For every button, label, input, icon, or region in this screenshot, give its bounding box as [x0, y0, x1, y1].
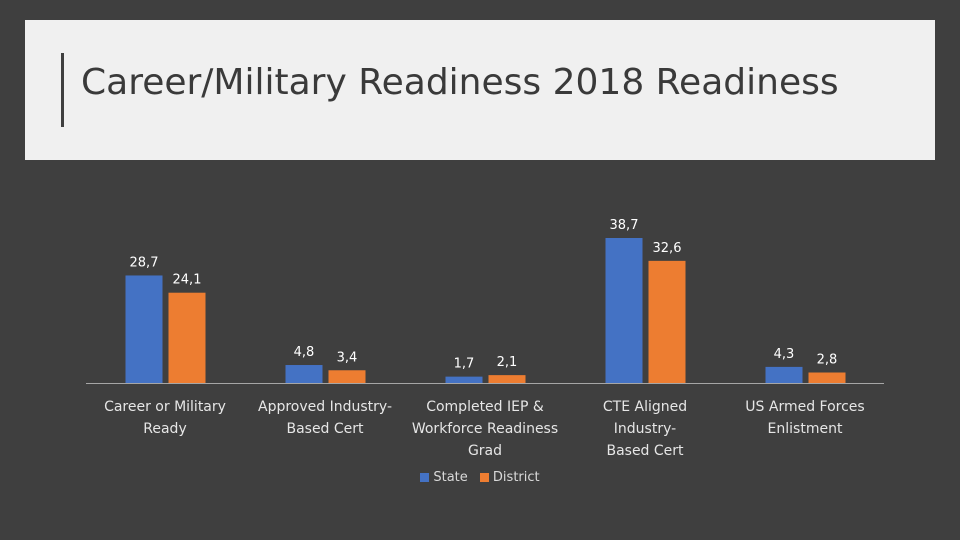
title-panel: Career/Military Readiness 2018 Readiness [25, 20, 935, 160]
category-label-1: Approved Industry- Based Cert [250, 396, 400, 440]
category-label-line: Based Cert [286, 421, 364, 437]
bar-district-0 [168, 292, 206, 383]
bar-state-3 [605, 238, 643, 383]
data-label-district-2: 2,1 [497, 355, 518, 370]
category-label-line: Approved Industry- [258, 399, 392, 415]
bar-state-1 [285, 365, 323, 383]
data-label-state-4: 4,3 [774, 347, 795, 362]
bar-state-0 [125, 275, 163, 383]
bar-state-4 [765, 366, 803, 383]
bar-district-3 [648, 260, 686, 383]
bar-district-4 [808, 372, 846, 383]
category-label-line: CTE Aligned Industry- [602, 399, 688, 437]
data-label-district-3: 32,6 [653, 241, 682, 256]
category-label-3: CTE Aligned Industry- Based Cert [570, 396, 720, 462]
data-label-district-4: 2,8 [817, 353, 838, 368]
title-accent-bar [61, 53, 64, 127]
legend-swatch-district [479, 473, 489, 482]
data-label-district-1: 3,4 [337, 350, 358, 365]
category-label-2: Completed IEP & Workforce Readiness Grad [410, 396, 560, 462]
legend-swatch-state [420, 473, 430, 482]
bar-state-2 [445, 376, 483, 383]
category-label-line: Based Cert [606, 443, 684, 459]
category-label-line: Grad [467, 443, 503, 459]
category-label-line: Workforce Readiness [411, 421, 559, 437]
category-label-line: Career or Military [104, 399, 226, 415]
slide-title: Career/Military Readiness 2018 Readiness [81, 62, 839, 103]
data-label-district-0: 24,1 [173, 273, 202, 288]
data-label-state-2: 1,7 [454, 357, 475, 372]
data-label-state-3: 38,7 [610, 218, 639, 233]
legend-item-district: District [479, 470, 540, 485]
data-label-state-0: 28,7 [130, 255, 159, 270]
legend-label-district: District [492, 470, 540, 485]
legend-item-state: State [420, 470, 468, 485]
category-label-line: US Armed Forces [745, 399, 865, 415]
category-label-4: US Armed Forces Enlistment [730, 396, 880, 440]
bar-district-2 [488, 375, 526, 383]
data-label-state-1: 4,8 [294, 345, 315, 360]
chart-legend: State District [0, 470, 960, 485]
legend-label-state: State [433, 470, 468, 485]
category-label-line: Ready [143, 421, 187, 437]
category-label-0: Career or Military Ready [90, 396, 240, 440]
category-label-line: Completed IEP & [426, 399, 544, 415]
bar-district-1 [328, 370, 366, 383]
category-label-line: Enlistment [767, 421, 843, 437]
